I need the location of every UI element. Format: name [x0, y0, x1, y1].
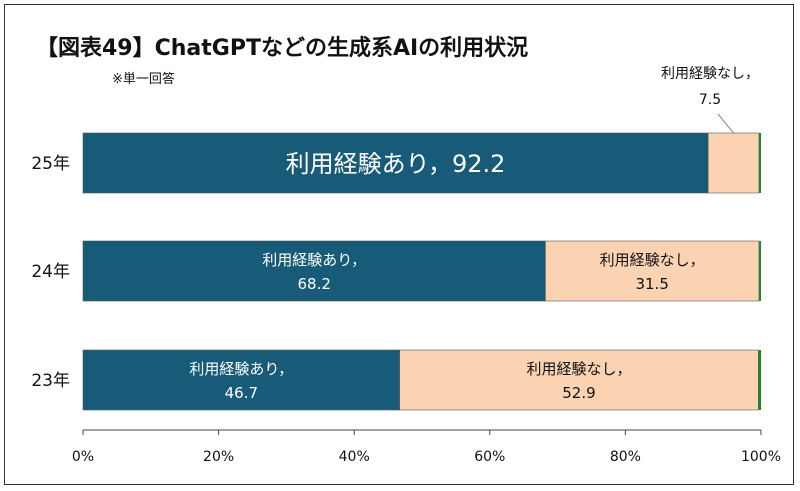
- data-label: 利用経験なし，: [526, 360, 631, 378]
- x-tick-label: 20%: [203, 449, 234, 465]
- bar-segment: [82, 349, 400, 411]
- bar-segment: [758, 350, 761, 410]
- data-label: 利用経験なし，: [600, 251, 705, 269]
- category-label: 23年: [31, 371, 70, 391]
- bar-segment: [707, 132, 760, 194]
- data-label: 利用経験あり，92.2: [286, 150, 506, 178]
- bar-segment: [399, 349, 759, 411]
- bar-segment: [758, 241, 761, 301]
- x-tick-label: 80%: [610, 449, 641, 465]
- data-label: 利用経験なし，: [661, 66, 759, 82]
- data-label-value: 52.9: [562, 384, 595, 402]
- data-label-value: 31.5: [635, 275, 668, 293]
- chart-title: 【図表49】ChatGPTなどの生成系AIの利用状況: [36, 36, 529, 61]
- x-tick-label: 0%: [72, 449, 94, 465]
- bar-segment: [545, 240, 760, 302]
- data-label: 利用経験あり，: [262, 251, 366, 269]
- chart-subtitle: ※単一回答: [112, 72, 175, 87]
- x-tick-label: 40%: [339, 449, 370, 465]
- category-label: 24年: [31, 262, 70, 282]
- bar-segment: [758, 133, 761, 193]
- x-tick-label: 60%: [474, 449, 505, 465]
- x-tick-label: 100%: [741, 449, 781, 465]
- bar-segment: [82, 240, 546, 302]
- data-label-value: 46.7: [225, 384, 258, 402]
- leader-line: [717, 113, 734, 134]
- bar-segment: [82, 132, 709, 194]
- data-label-value: 68.2: [297, 275, 330, 293]
- data-label: 利用経験あり，: [189, 360, 293, 378]
- category-label: 25年: [31, 154, 70, 174]
- data-label-value: 7.5: [699, 92, 721, 108]
